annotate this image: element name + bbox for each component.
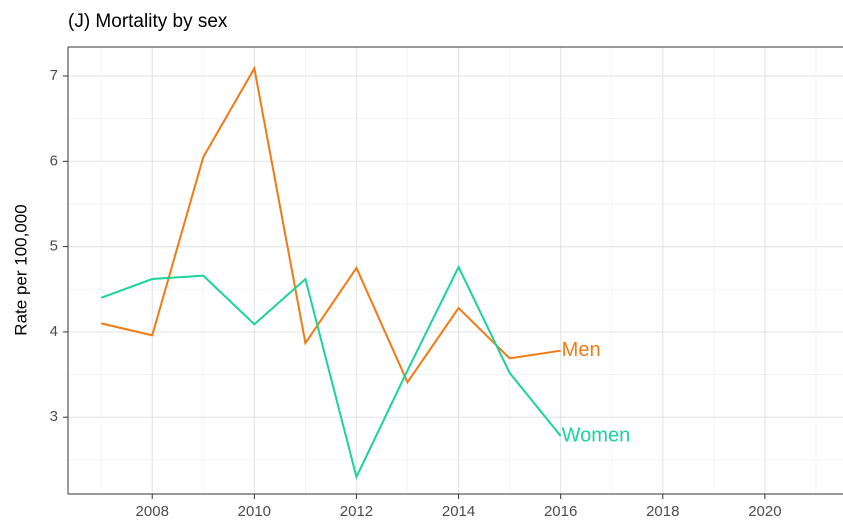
x-tick-label: 2018 xyxy=(646,503,679,520)
line xyxy=(100,264,562,480)
line xyxy=(100,65,561,385)
x-tick-label: 2012 xyxy=(340,503,373,520)
y-tick-label: 4 xyxy=(50,323,58,340)
x-tick-label: 2010 xyxy=(238,503,271,520)
series-label: Women xyxy=(562,424,631,446)
y-tick-label: 5 xyxy=(50,238,58,255)
x-tick-label: 2016 xyxy=(544,503,577,520)
x-tick-label: 2020 xyxy=(748,503,781,520)
y-tick-label: 7 xyxy=(50,67,58,84)
y-tick-label: 3 xyxy=(50,408,58,425)
series-label: Men xyxy=(562,339,601,361)
y-axis-label: Rate per 100,000 xyxy=(11,204,30,335)
y-tick-label: 6 xyxy=(50,152,58,169)
chart-title: (J) Mortality by sex xyxy=(68,11,228,32)
x-tick-label: 2014 xyxy=(442,503,475,520)
x-tick-label: 2008 xyxy=(136,503,169,520)
